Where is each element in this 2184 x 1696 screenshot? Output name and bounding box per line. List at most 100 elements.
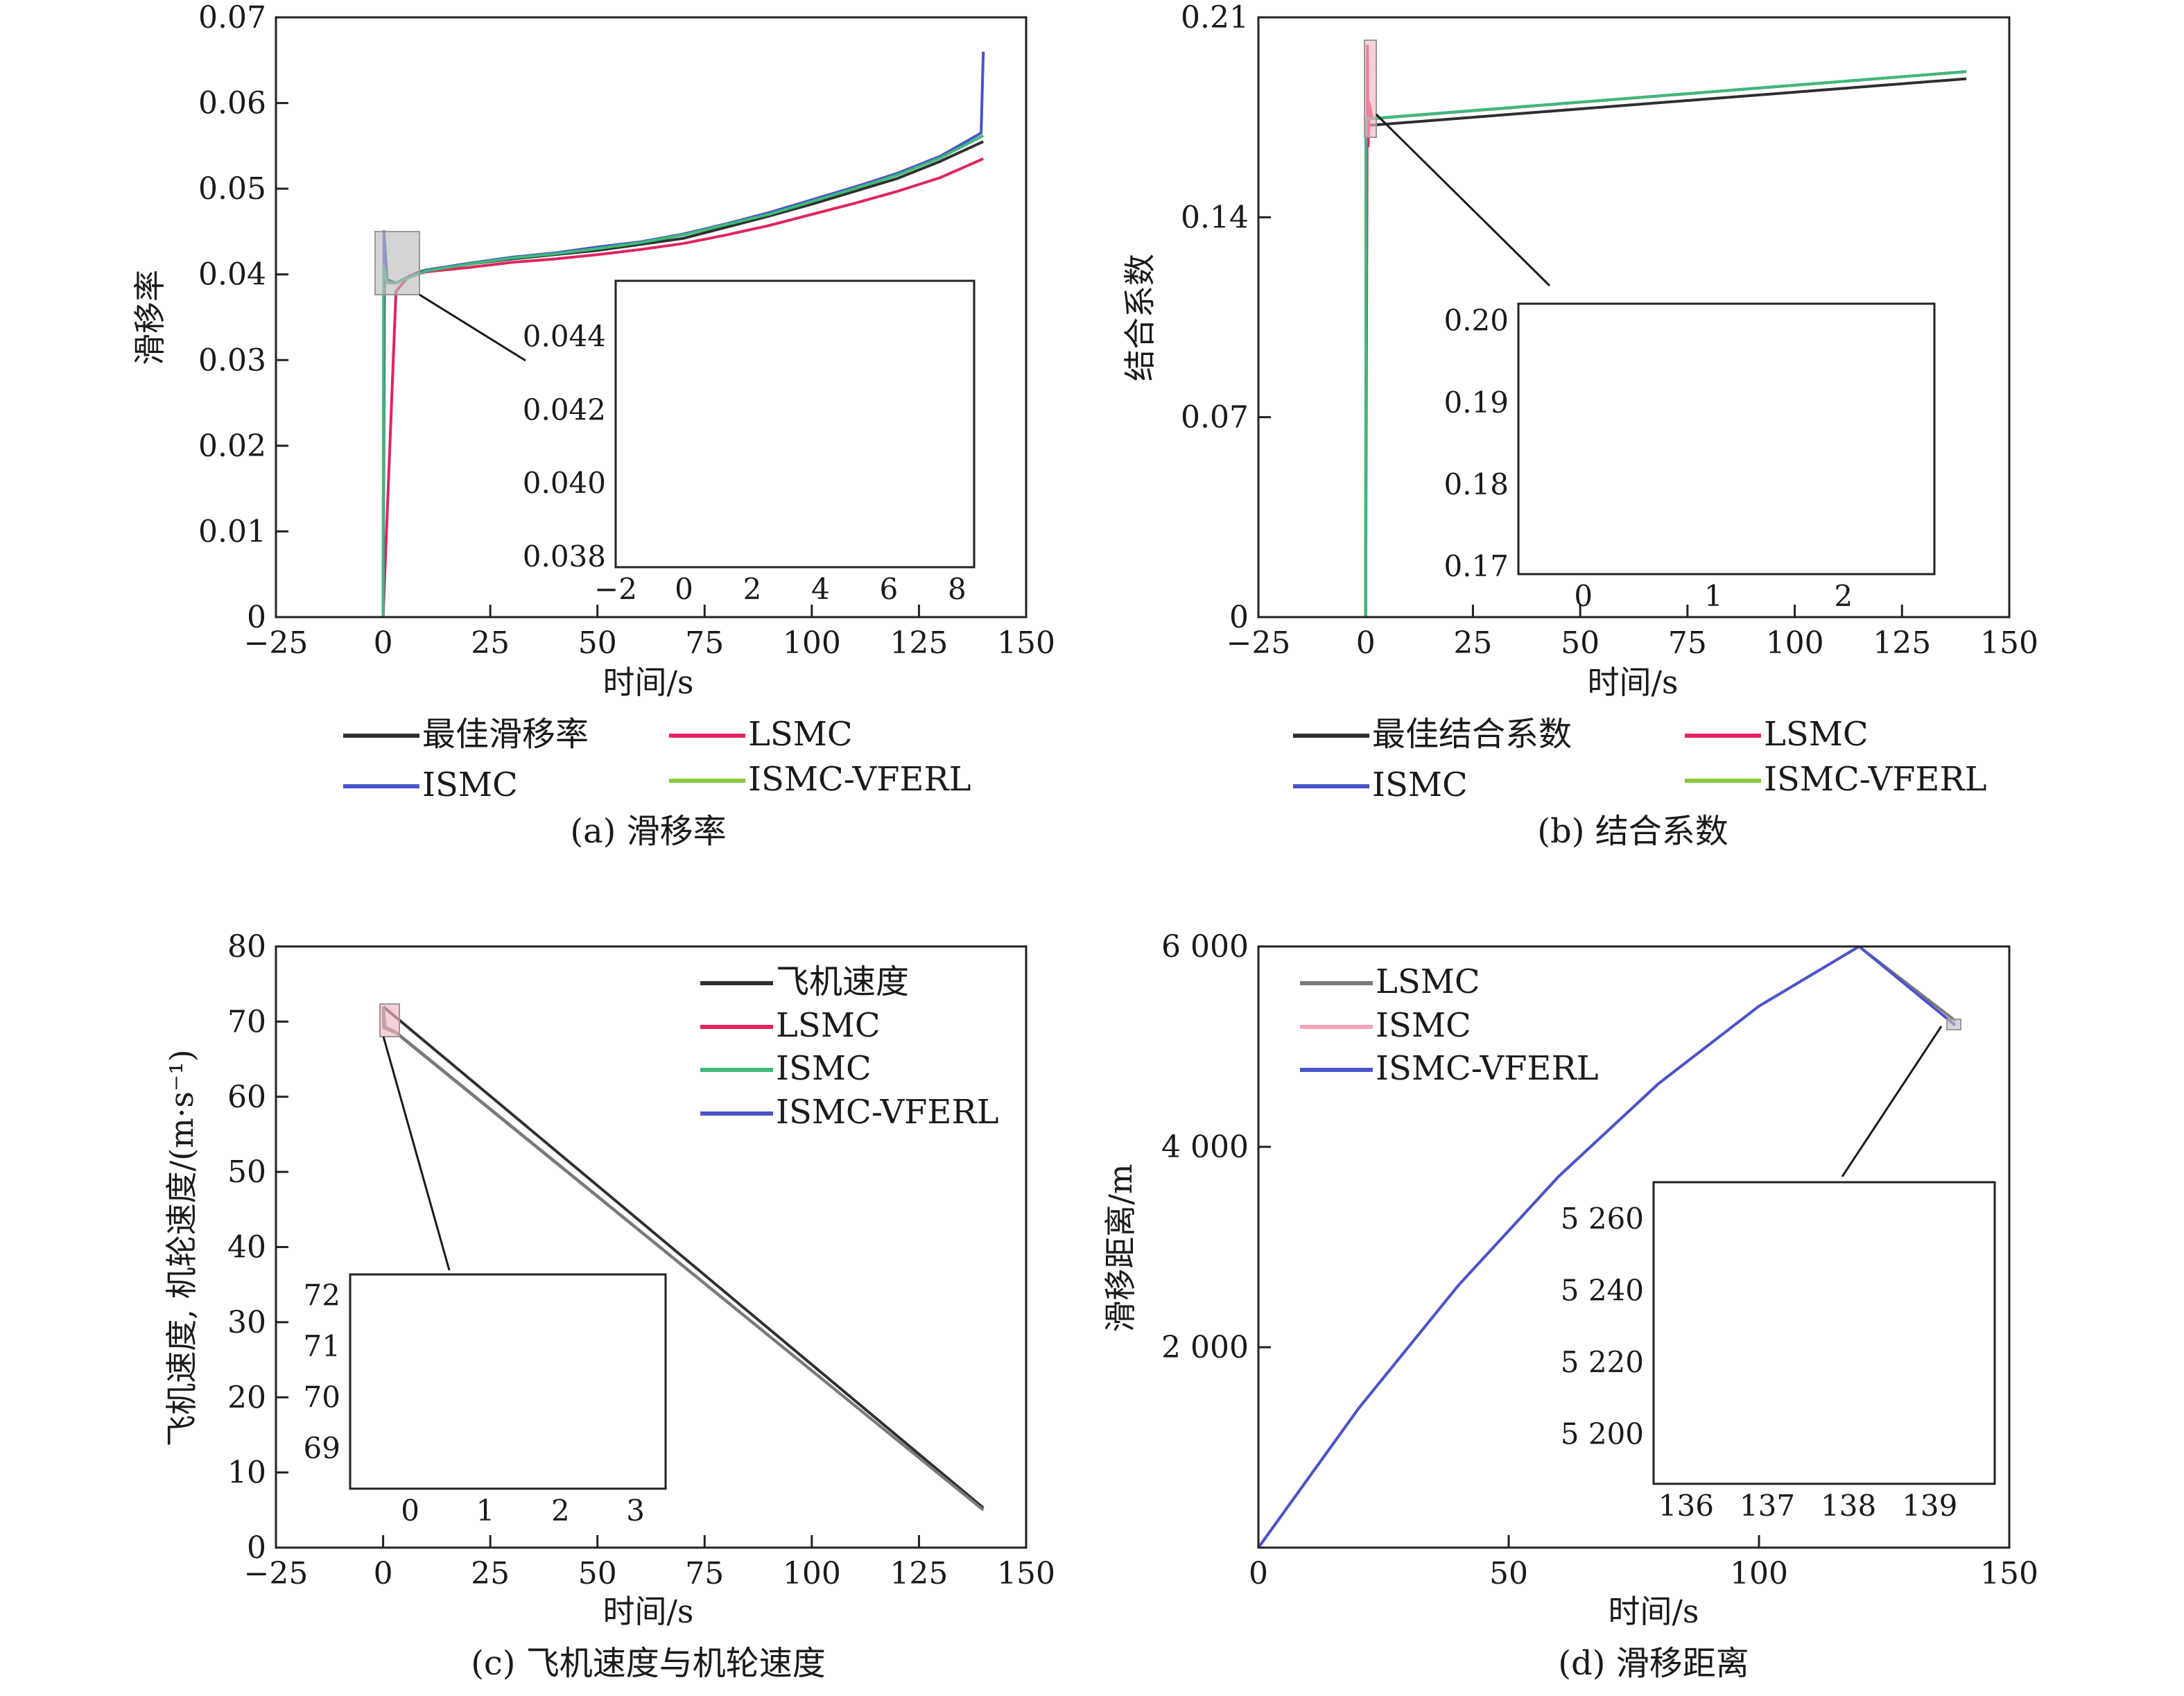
x-tick-label: 8 xyxy=(948,572,967,606)
inset-frame xyxy=(1517,302,1936,576)
y-tick-label: 0.042 xyxy=(523,392,606,426)
x-tick-label: 50 xyxy=(1561,625,1600,661)
x-tick-label: 125 xyxy=(1873,625,1931,661)
y-tick-label: 0.14 xyxy=(1181,200,1249,235)
zoom-region xyxy=(1364,40,1377,138)
y-tick-label: 0.05 xyxy=(198,171,266,207)
legend-label: 最佳滑移率 xyxy=(422,715,589,754)
y-tick-label: 2 000 xyxy=(1161,1330,1249,1365)
zoom-leader-line xyxy=(1375,113,1551,287)
plot-frame xyxy=(275,16,1028,618)
x-tick-label: −25 xyxy=(244,1556,309,1591)
inset-a: −2 0 2 4 6 8 0.038 0.040 0.042 0.044 xyxy=(523,279,976,606)
y-tick-label: 0.06 xyxy=(198,86,266,121)
x-tick-label: 0 xyxy=(675,572,693,606)
x-tick-label: 2 xyxy=(1834,579,1853,613)
legend-label: ISMC xyxy=(422,765,518,804)
x-tick-label: 0 xyxy=(374,1556,393,1591)
legend-label: LSMC xyxy=(748,715,853,754)
y-tick-label: 0 xyxy=(247,600,266,635)
x-tick-label: 75 xyxy=(685,1556,724,1591)
y-tick-label: 5 260 xyxy=(1561,1202,1644,1236)
y-axis-label: 结合系数 xyxy=(1121,254,1159,381)
x-tick-label: 3 xyxy=(626,1494,645,1528)
x-tick-label: 0 xyxy=(401,1494,419,1528)
x-tick-label: 150 xyxy=(1980,625,2038,661)
y-tick-label: 50 xyxy=(227,1154,266,1190)
y-tick-label: 0.17 xyxy=(1444,549,1509,583)
inset-frame xyxy=(1652,1181,1996,1485)
legend-label: ISMC xyxy=(1376,1006,1471,1045)
panel-caption: (d) 滑移距离 xyxy=(1558,1644,1749,1683)
y-tick-label: 0 xyxy=(247,1530,266,1566)
plot-frame xyxy=(275,945,1028,1549)
y-axis-label: 滑移距离/m xyxy=(1102,1163,1139,1332)
x-tick-label: 0 xyxy=(374,625,393,661)
series-line xyxy=(382,1005,985,1509)
x-axis-label: 时间/s xyxy=(1587,664,1678,701)
x-tick-label: 139 xyxy=(1902,1489,1957,1523)
y-tick-label: 6 000 xyxy=(1161,929,1249,964)
zoom-region xyxy=(379,1003,400,1037)
x-tick-label: 25 xyxy=(471,1556,510,1591)
legend-label: 最佳结合系数 xyxy=(1372,715,1572,754)
x-tick-label: −2 xyxy=(594,572,637,606)
zoom-leader-line xyxy=(419,293,526,362)
x-tick-label: 0 xyxy=(1249,1556,1268,1591)
x-tick-label: 50 xyxy=(578,625,617,661)
y-tick-label: 0 xyxy=(1229,600,1249,635)
legend-label: ISMC-VFERL xyxy=(748,760,971,799)
y-tick-label: 0.02 xyxy=(198,429,266,464)
y-tick-label: 0.044 xyxy=(523,319,606,353)
legend-label: ISMC xyxy=(776,1049,872,1088)
x-tick-label: 100 xyxy=(1766,625,1824,661)
inset-frame xyxy=(349,1273,667,1490)
x-tick-label: −25 xyxy=(1227,625,1291,661)
x-tick-label: 100 xyxy=(1730,1556,1788,1591)
x-tick-label: 100 xyxy=(783,1556,841,1591)
legend-label: ISMC-VFERL xyxy=(776,1093,998,1132)
x-tick-label: 75 xyxy=(1668,625,1707,661)
inset-d: 136 137 138 139 5 200 5 220 5 240 5 260 xyxy=(1561,1181,1996,1523)
y-tick-label: 0.038 xyxy=(523,539,606,573)
y-tick-label: 0.20 xyxy=(1444,304,1509,338)
x-tick-label: 150 xyxy=(997,625,1055,661)
x-tick-label: 150 xyxy=(997,1556,1055,1591)
x-tick-label: 100 xyxy=(783,625,841,661)
y-tick-label: 70 xyxy=(227,1004,266,1039)
legend-label: ISMC xyxy=(1372,765,1468,804)
legend-label: LSMC xyxy=(776,1006,881,1045)
x-tick-label: 125 xyxy=(890,1556,948,1591)
y-tick-label: 40 xyxy=(227,1230,266,1265)
y-tick-label: 0.18 xyxy=(1444,467,1509,501)
y-tick-label: 0.03 xyxy=(198,343,266,378)
x-tick-label: 150 xyxy=(1980,1556,2038,1591)
x-tick-label: 2 xyxy=(743,572,762,606)
y-axis-label: 滑移率 xyxy=(131,270,168,365)
y-tick-label: 70 xyxy=(304,1381,340,1414)
x-tick-label: 1 xyxy=(1704,579,1723,613)
plot-frame xyxy=(1257,16,2011,618)
y-tick-label: 80 xyxy=(227,929,266,964)
y-tick-label: 20 xyxy=(227,1380,266,1415)
zoom-leader-line xyxy=(1841,1026,1943,1177)
y-tick-label: 5 200 xyxy=(1561,1417,1644,1451)
x-tick-label: 4 xyxy=(811,572,830,606)
x-tick-label: 125 xyxy=(890,625,948,661)
x-tick-label: 1 xyxy=(476,1494,495,1528)
panel-caption: (a) 滑移率 xyxy=(570,812,726,851)
legend-label: ISMC-VFERL xyxy=(1764,760,1986,799)
y-tick-label: 30 xyxy=(227,1305,266,1340)
series-line xyxy=(1258,946,1957,1548)
x-tick-label: 50 xyxy=(578,1556,617,1591)
x-axis-label: 时间/s xyxy=(603,1593,693,1630)
x-tick-label: 137 xyxy=(1740,1489,1795,1523)
x-tick-label: 6 xyxy=(880,572,899,606)
y-tick-label: 0.07 xyxy=(1181,400,1249,435)
x-tick-label: −25 xyxy=(244,625,309,661)
y-tick-label: 5 240 xyxy=(1561,1273,1644,1307)
panel-d: 0 50 100 150 2 000 4 000 6 000 136 137 138 139 5 20… xyxy=(1102,929,2038,1683)
x-tick-label: 75 xyxy=(685,625,724,661)
